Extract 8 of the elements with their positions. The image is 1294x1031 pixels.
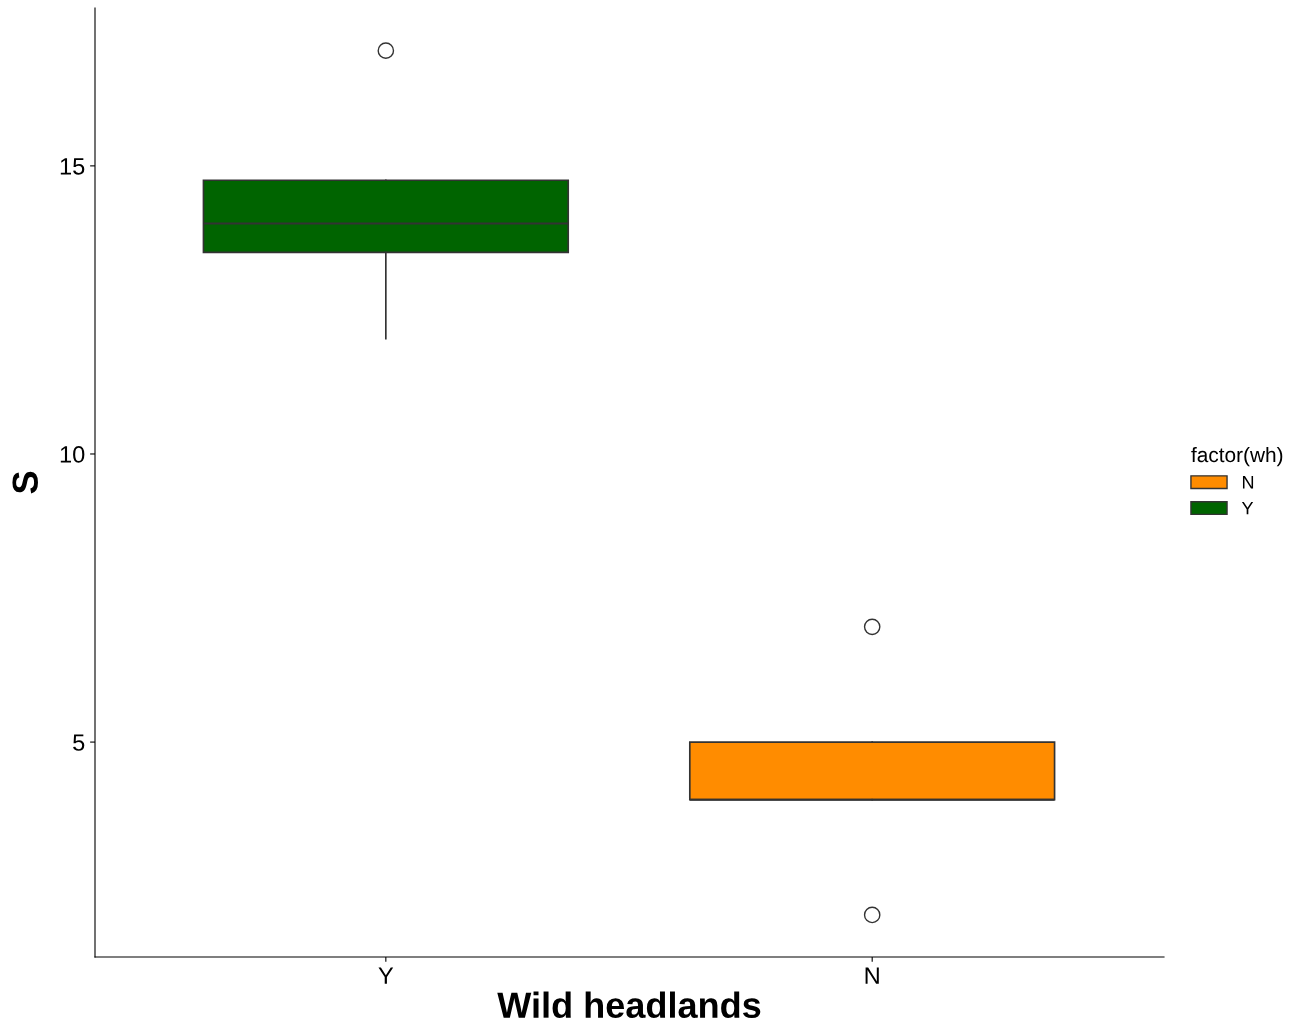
y-tick-label: 15 [60,158,85,175]
legend-label: N [1242,476,1254,489]
y-axis-title: S [12,471,38,494]
legend-label: Y [1241,501,1254,515]
y-tick-label: 10 [60,446,85,463]
y-tick-label: 5 [73,734,85,751]
legend-title: factor(wh) [1191,446,1283,467]
x-axis-title: Wild headlands [497,991,761,1019]
